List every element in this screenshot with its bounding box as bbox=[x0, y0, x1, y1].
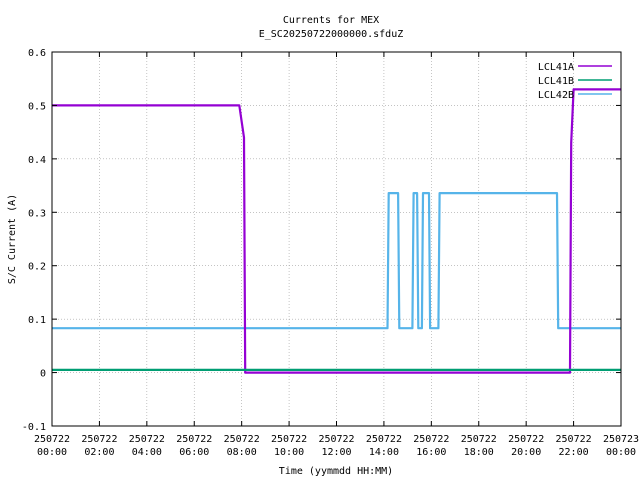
x-tick-time: 18:00 bbox=[464, 447, 494, 458]
y-axis-label: S/C Current (A) bbox=[7, 194, 18, 284]
x-axis: 250722 00:00 250722 02:00 250722 04:00 250722 0… bbox=[34, 52, 639, 458]
legend: LCL41A LCL41B LCL42B bbox=[538, 62, 612, 101]
x-tick-date: 250722 bbox=[556, 434, 592, 445]
y-tick-label: 0.3 bbox=[28, 208, 46, 219]
x-tick-time: 12:00 bbox=[321, 447, 351, 458]
legend-label-lcl41b: LCL41B bbox=[538, 76, 574, 87]
x-tick-time: 08:00 bbox=[227, 447, 257, 458]
x-tick-time: 22:00 bbox=[559, 447, 589, 458]
x-tick-time: 02:00 bbox=[84, 447, 114, 458]
x-tick-date: 250722 bbox=[34, 434, 70, 445]
chart-subtitle: E_SC20250722000000.sfduZ bbox=[259, 29, 404, 40]
y-tick-label: -0.1 bbox=[22, 422, 46, 433]
x-tick-date: 250722 bbox=[366, 434, 402, 445]
y-tick-label: 0 bbox=[40, 369, 46, 380]
x-axis-label: Time (yymmdd HH:MM) bbox=[279, 466, 393, 477]
x-tick-date: 250722 bbox=[224, 434, 260, 445]
x-tick-date: 250722 bbox=[508, 434, 544, 445]
series-line-lcl42b bbox=[52, 192, 621, 330]
plot-area bbox=[52, 88, 621, 374]
x-tick-date: 250722 bbox=[176, 434, 212, 445]
legend-label-lcl42b: LCL42B bbox=[538, 90, 574, 101]
x-tick-time: 20:00 bbox=[511, 447, 541, 458]
y-tick-label: 0.4 bbox=[28, 155, 46, 166]
grid bbox=[52, 52, 621, 426]
x-tick-time: 06:00 bbox=[179, 447, 209, 458]
chart-title: Currents for MEX bbox=[283, 15, 379, 26]
x-tick-date: 250722 bbox=[129, 434, 165, 445]
y-tick-label: 0.1 bbox=[28, 315, 46, 326]
x-tick-time: 00:00 bbox=[37, 447, 67, 458]
x-tick-time: 00:00 bbox=[606, 447, 636, 458]
x-tick-date: 250722 bbox=[318, 434, 354, 445]
x-tick-time: 10:00 bbox=[274, 447, 304, 458]
x-tick-time: 14:00 bbox=[369, 447, 399, 458]
x-tick-date: 250722 bbox=[461, 434, 497, 445]
legend-label-lcl41a: LCL41A bbox=[538, 62, 574, 73]
x-tick-date: 250722 bbox=[413, 434, 449, 445]
x-tick-time: 16:00 bbox=[416, 447, 446, 458]
x-tick-date: 250722 bbox=[81, 434, 117, 445]
y-tick-label: 0.2 bbox=[28, 262, 46, 273]
x-tick-date: 250722 bbox=[271, 434, 307, 445]
y-axis: -0.1 0 0.1 0.2 0.3 0.4 0.5 0.6 bbox=[22, 48, 621, 433]
series-line-lcl41a bbox=[52, 88, 621, 374]
y-tick-label: 0.6 bbox=[28, 48, 46, 59]
y-tick-label: 0.5 bbox=[28, 101, 46, 112]
x-tick-date: 250723 bbox=[603, 434, 639, 445]
x-tick-time: 04:00 bbox=[132, 447, 162, 458]
